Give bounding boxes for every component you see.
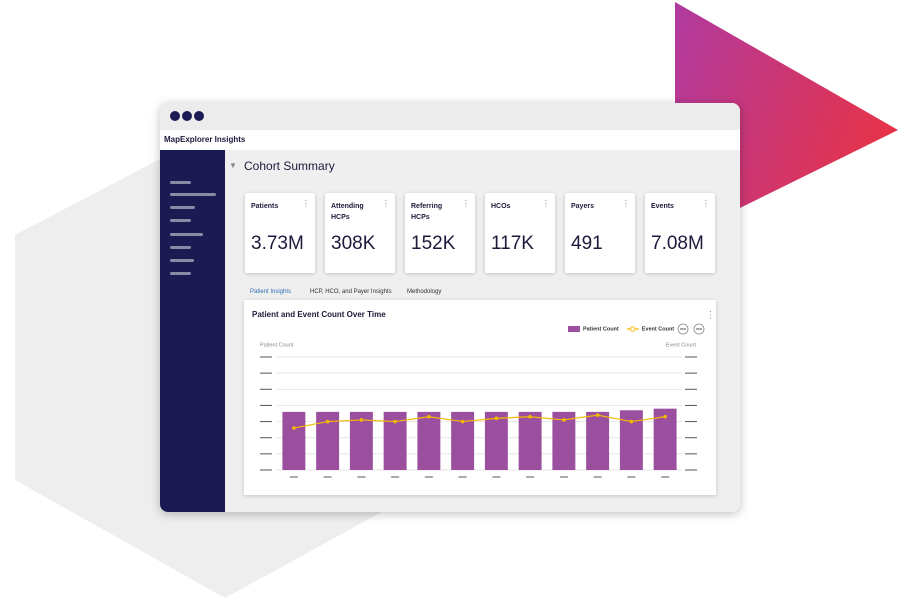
card-label: Payers — [571, 203, 594, 210]
card-value: 3.73M — [251, 233, 304, 254]
menu-item[interactable] — [170, 272, 191, 275]
bar — [383, 411, 407, 470]
bar — [619, 410, 643, 470]
legend-swatch — [568, 326, 580, 332]
line-point — [427, 414, 431, 419]
sidebar — [160, 150, 225, 512]
bar — [518, 411, 542, 470]
tab[interactable]: Methodology — [407, 289, 442, 295]
app-title: MapExplorer Insights — [160, 130, 740, 150]
chart-panel: Patient and Event Count Over Time ⋮ Patien… — [244, 300, 716, 495]
menu-item[interactable] — [170, 206, 195, 209]
menu-item[interactable] — [170, 181, 191, 184]
card-value: 152K — [411, 233, 456, 254]
menu-item[interactable] — [170, 233, 203, 236]
line-point — [393, 419, 397, 424]
card-value: 491 — [571, 233, 603, 254]
stat-card: Payers 491 ⋮ — [565, 193, 635, 273]
line-point — [629, 419, 634, 424]
card-menu[interactable]: ⋮ — [542, 199, 550, 208]
line-point — [460, 419, 465, 424]
stat-card: Patients 3.73M ⋮ — [245, 193, 315, 273]
card-label: Patients — [251, 203, 279, 210]
line-point — [663, 414, 667, 419]
card-menu[interactable]: ⋮ — [382, 199, 390, 208]
card-value: 308K — [331, 233, 376, 254]
line-point — [528, 414, 532, 419]
card-label: Referring HCPs — [411, 203, 443, 221]
bar — [349, 411, 373, 470]
bar — [417, 411, 441, 470]
collapse-icon[interactable]: ▼ — [229, 161, 237, 170]
legend-label: Patient Count — [583, 326, 619, 332]
card-menu[interactable]: ⋮ — [702, 199, 710, 208]
card-value: 117K — [491, 233, 534, 254]
menu-item[interactable] — [170, 259, 194, 262]
window-dot[interactable] — [170, 111, 180, 121]
bar — [484, 411, 508, 470]
app-window: MapExplorer Insights ▼ Cohort Summary Pa… — [160, 103, 740, 512]
window-bar — [160, 103, 740, 130]
card-value: 7.08M — [651, 233, 704, 254]
card-label: Attending HCPs — [331, 203, 364, 221]
stat-card: Referring HCPs 152K ⋮ — [405, 193, 475, 273]
menu-item[interactable] — [170, 219, 191, 222]
tab[interactable]: HCP, HCO, and Payer Insights — [310, 289, 392, 295]
menu-item[interactable] — [170, 246, 191, 249]
line-point — [325, 419, 330, 424]
stat-card: Attending HCPs 308K ⋮ — [325, 193, 395, 273]
chart-title: Patient and Event Count Over Time — [252, 310, 386, 319]
card-menu[interactable]: ⋮ — [462, 199, 470, 208]
page-title: Cohort Summary — [244, 159, 335, 173]
y2-axis-label: Event Count — [666, 342, 697, 348]
card-label: Events — [651, 203, 674, 210]
bar — [451, 411, 475, 470]
line — [293, 414, 666, 429]
stat-card: Events 7.08M ⋮ — [645, 193, 715, 273]
line-point — [359, 418, 364, 422]
legend-label: Event Count — [642, 326, 675, 332]
kebab[interactable]: ⋮ — [706, 309, 715, 319]
bar — [282, 411, 306, 470]
window-dot[interactable] — [194, 111, 204, 121]
y-axis-label: Patient Count — [260, 342, 294, 348]
bar — [653, 408, 677, 470]
legend-swatch — [630, 326, 636, 332]
line-point — [292, 426, 296, 430]
line-point — [562, 418, 566, 422]
bar — [552, 411, 576, 470]
card-menu[interactable]: ⋮ — [622, 199, 630, 208]
card-label: HCOs — [491, 203, 511, 210]
line-point — [494, 416, 499, 421]
chart: Patient and Event Count Over Time ⋮ Patien… — [252, 309, 715, 478]
line-point — [595, 413, 600, 417]
stat-card: HCOs 117K ⋮ — [485, 193, 555, 273]
window-dot[interactable] — [182, 111, 192, 121]
bar — [316, 411, 340, 470]
tab[interactable]: Patient Insights — [250, 289, 292, 295]
bar — [586, 411, 610, 470]
menu-item[interactable] — [170, 193, 216, 196]
card-menu[interactable]: ⋮ — [302, 199, 310, 208]
